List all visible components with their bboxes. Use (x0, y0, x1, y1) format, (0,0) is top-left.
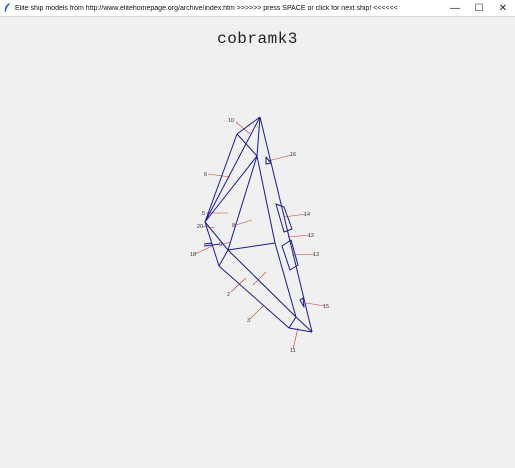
ship-name-heading: cobramk3 (217, 30, 298, 48)
face-label: 2 (227, 292, 230, 298)
window-title: Elite ship models from http://www.eliteh… (15, 4, 398, 12)
face-label: 9 (219, 242, 222, 248)
face-label: 10 (228, 118, 234, 124)
feather-app-icon (4, 3, 10, 12)
maximize-button[interactable]: ☐ (474, 2, 484, 14)
title-bar[interactable]: Elite ship models from http://www.eliteh… (0, 0, 515, 17)
face-label: 6 (204, 172, 207, 178)
face-label: 20 (197, 224, 203, 230)
face-label: 8 (232, 223, 235, 229)
face-label: 5 (202, 211, 205, 217)
face-label: 16 (290, 152, 296, 158)
face-label: 14 (304, 212, 310, 218)
face-label: 13 (313, 252, 319, 258)
face-label: 11 (290, 348, 296, 354)
face-label: 3 (247, 318, 250, 324)
minimize-button[interactable]: — (450, 2, 460, 14)
face-label: 15 (323, 304, 329, 310)
face-labels: 10 16 6 5 14 8 20 12 18 9 13 2 15 3 11 (190, 118, 329, 354)
face-normals (194, 121, 326, 350)
close-button[interactable]: ✕ (498, 2, 508, 14)
ship-edges (203, 116, 313, 333)
face-label: 12 (308, 233, 314, 239)
face-label: 18 (190, 252, 196, 258)
